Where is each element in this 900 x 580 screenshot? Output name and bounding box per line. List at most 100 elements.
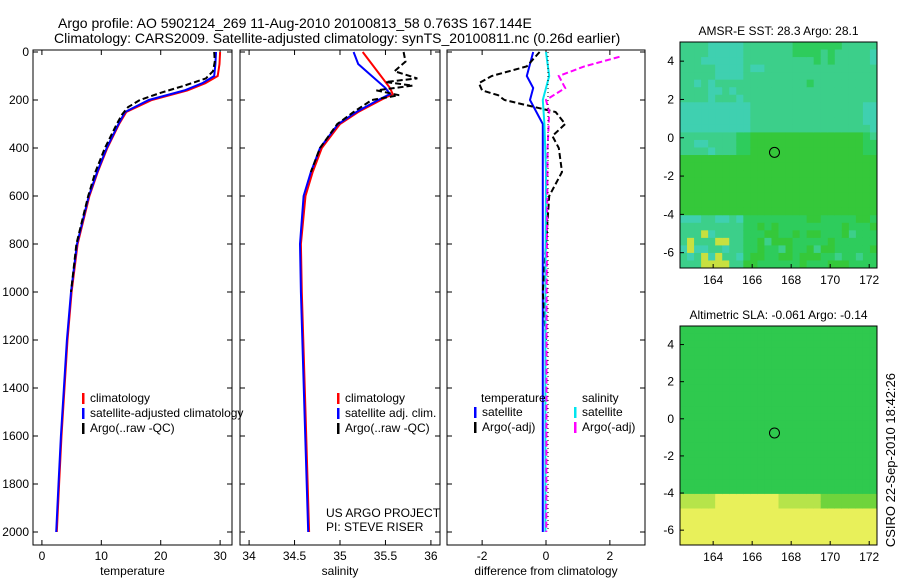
sla-cell xyxy=(806,347,815,356)
sst-cell xyxy=(743,260,751,269)
sla-cell xyxy=(841,486,850,495)
sla-cell xyxy=(708,347,716,356)
sla-cell xyxy=(701,457,709,466)
sla-cell xyxy=(820,515,829,524)
sst-cell xyxy=(771,200,779,209)
sla-cell xyxy=(715,486,723,495)
sst-cell xyxy=(820,260,829,269)
sst-cell xyxy=(813,207,822,216)
sst-cell xyxy=(799,132,808,141)
sst-cell xyxy=(792,222,801,231)
sla-cell xyxy=(869,399,878,407)
sst-cell xyxy=(785,192,794,201)
sst-cell xyxy=(722,260,730,269)
sla-cell xyxy=(750,515,758,524)
sst-cell xyxy=(813,177,822,186)
sla-cell xyxy=(694,355,702,363)
sla-cell xyxy=(869,501,878,509)
sst-cell xyxy=(708,155,716,164)
sla-cell xyxy=(841,355,850,363)
sla-cell xyxy=(799,530,808,539)
sla-cell xyxy=(715,450,723,458)
sla-cell xyxy=(792,501,801,509)
sla-cell xyxy=(813,406,822,415)
sst-cell xyxy=(792,109,801,118)
sla-cell xyxy=(680,515,688,524)
sst-cell xyxy=(869,79,878,88)
sst-cell xyxy=(862,124,871,133)
sla-cell xyxy=(848,457,857,466)
sst-cell xyxy=(757,260,765,269)
sst-cell xyxy=(701,185,709,194)
sla-cell xyxy=(736,464,744,473)
sst-cell xyxy=(820,72,829,81)
sla-xtick-label: 172 xyxy=(859,550,879,564)
temp-legend-item: Argo(..raw -QC) xyxy=(90,421,175,435)
sst-cell xyxy=(813,155,822,164)
sla-cell xyxy=(694,347,702,356)
sla-cell xyxy=(743,464,751,473)
sst-cell xyxy=(827,222,836,231)
sla-cell xyxy=(792,464,801,473)
sla-cell xyxy=(687,384,695,393)
sla-cell xyxy=(848,326,857,334)
sla-cell xyxy=(834,377,843,385)
diff-xtick-label: 0 xyxy=(543,549,550,563)
sla-cell xyxy=(687,340,695,349)
sla-cell xyxy=(799,326,808,334)
sst-ytick-label: 2 xyxy=(667,92,674,106)
sla-cell xyxy=(729,523,737,531)
sla-cell xyxy=(785,486,794,495)
sla-cell xyxy=(806,399,815,407)
sla-cell xyxy=(757,457,765,466)
sla-cell xyxy=(806,428,815,436)
sla-cell xyxy=(757,515,765,524)
sst-cell xyxy=(757,252,765,261)
sla-cell xyxy=(820,479,829,488)
sla-cell xyxy=(820,530,829,539)
temp-series-satellite-adjusted-climatology xyxy=(55,51,217,533)
sla-cell xyxy=(750,362,758,371)
sla-cell xyxy=(820,369,829,378)
sla-cell xyxy=(743,457,751,466)
temp-xtick-label: 20 xyxy=(154,549,168,563)
sst-cell xyxy=(722,139,730,148)
sst-cell xyxy=(813,222,822,231)
sst-cell xyxy=(715,72,723,81)
sst-cell xyxy=(687,192,695,201)
diff-xtick-label: 2 xyxy=(607,549,614,563)
sla-cell xyxy=(757,420,765,429)
sla-cell xyxy=(785,515,794,524)
sst-cell xyxy=(792,230,801,239)
sst-cell xyxy=(869,155,878,164)
sst-cell xyxy=(855,124,864,133)
sla-cell xyxy=(813,493,822,502)
sla-cell xyxy=(778,377,787,385)
sla-cell xyxy=(750,420,758,429)
sla-cell xyxy=(862,486,871,495)
sla-cell xyxy=(764,391,772,400)
sst-cell xyxy=(680,162,688,171)
sla-cell xyxy=(813,537,822,546)
sst-cell xyxy=(722,147,730,156)
sla-cell xyxy=(841,530,850,539)
sst-cell xyxy=(813,49,822,58)
sla-cell xyxy=(743,420,751,429)
sla-cell xyxy=(855,435,864,444)
sla-cell xyxy=(806,472,815,480)
sla-cell xyxy=(750,537,758,546)
sla-cell xyxy=(869,450,878,458)
sla-cell xyxy=(792,450,801,458)
sla-cell xyxy=(736,391,744,400)
sla-cell xyxy=(792,377,801,385)
sst-cell xyxy=(736,117,744,126)
sst-cell xyxy=(855,117,864,126)
sla-cell xyxy=(715,420,723,429)
sla-cell xyxy=(848,464,857,473)
sst-cell xyxy=(862,64,871,73)
sst-cell xyxy=(694,185,702,194)
sst-cell xyxy=(701,117,709,126)
sst-cell xyxy=(841,79,850,88)
sst-cell xyxy=(869,215,878,224)
sla-cell xyxy=(722,413,730,422)
